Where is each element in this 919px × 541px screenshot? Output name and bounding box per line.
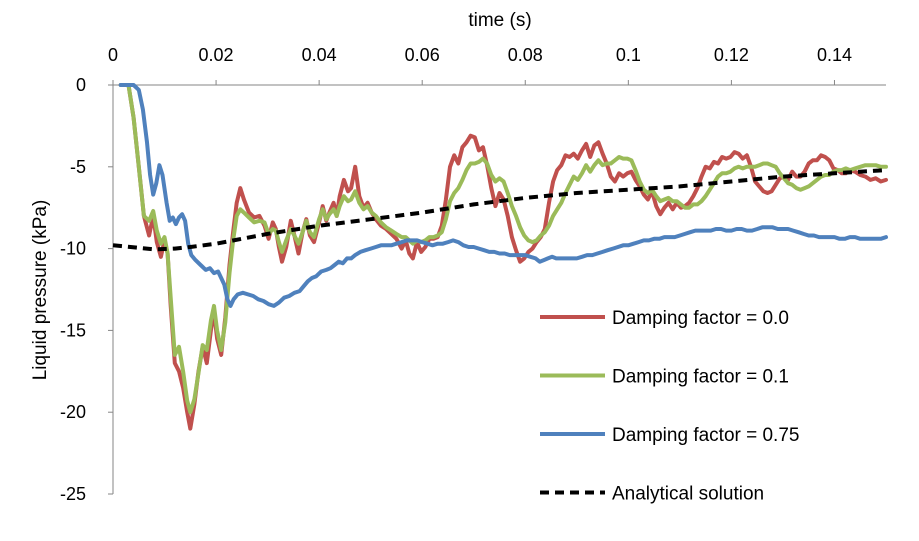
legend-label-3: Analytical solution	[612, 484, 764, 505]
legend-label-1: Damping factor = 0.1	[612, 367, 789, 388]
axes: 0 0.02 0.04 0.06 0.08 0.1 0.12 0.14 0 -5 -10 -15 -20…	[60, 45, 886, 504]
x-tick-label: 0.02	[199, 45, 234, 65]
y-tick-label: -15	[60, 320, 86, 340]
legend: Damping factor = 0.0 Damping factor = 0.1…	[540, 308, 799, 505]
y-axis-title: Liquid pressure (kPa)	[30, 200, 51, 381]
x-tick-label: 0	[108, 45, 118, 65]
x-tick-label: 0.04	[302, 45, 337, 65]
x-axis-title: time (s)	[468, 10, 531, 31]
legend-label-2: Damping factor = 0.75	[612, 425, 799, 446]
y-tick-label: 0	[76, 75, 86, 95]
series-line-1	[118, 83, 888, 415]
x-tick-label: 0.08	[508, 45, 543, 65]
y-tick-label: -25	[60, 484, 86, 504]
y-tick-label: -10	[60, 239, 86, 259]
x-tick-label: 0.12	[714, 45, 749, 65]
x-tick-label: 0.14	[817, 45, 852, 65]
x-tick-label: 0.06	[405, 45, 440, 65]
series-layer	[112, 83, 888, 431]
y-tick-label: -5	[70, 157, 86, 177]
legend-label-0: Damping factor = 0.0	[612, 308, 789, 329]
series-line-2	[118, 83, 888, 308]
y-tick-label: -20	[60, 402, 86, 422]
series-line-3	[112, 168, 887, 252]
x-tick-label: 0.1	[616, 45, 641, 65]
series-line-0	[118, 83, 888, 431]
